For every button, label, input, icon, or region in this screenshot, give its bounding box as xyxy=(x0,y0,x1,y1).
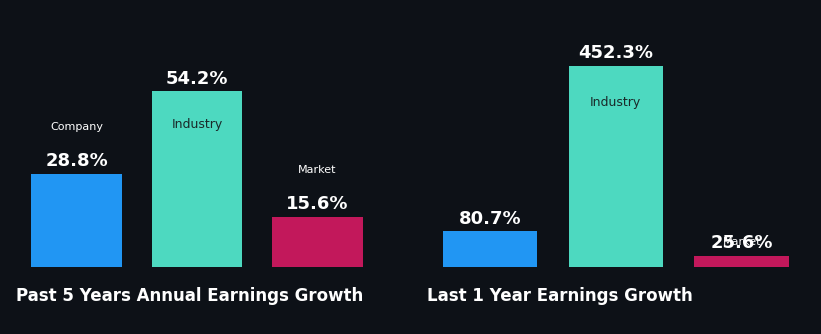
Bar xyxy=(695,256,789,267)
Text: 28.8%: 28.8% xyxy=(45,152,108,170)
Text: 54.2%: 54.2% xyxy=(166,70,228,88)
Text: Company: Company xyxy=(461,237,520,249)
Text: Market: Market xyxy=(722,237,761,247)
Text: Last 1 Year Earnings Growth: Last 1 Year Earnings Growth xyxy=(427,287,693,305)
Bar xyxy=(443,231,537,267)
Text: Industry: Industry xyxy=(172,118,222,131)
Text: 15.6%: 15.6% xyxy=(287,195,349,213)
Bar xyxy=(273,216,363,267)
Bar xyxy=(152,91,242,267)
Text: 80.7%: 80.7% xyxy=(459,210,521,228)
Text: Past 5 Years Annual Earnings Growth: Past 5 Years Annual Earnings Growth xyxy=(16,287,364,305)
Text: Industry: Industry xyxy=(590,96,641,109)
Text: 452.3%: 452.3% xyxy=(578,44,654,62)
Bar xyxy=(31,174,122,267)
Text: 25.6%: 25.6% xyxy=(710,234,773,253)
Text: Market: Market xyxy=(298,165,337,175)
Bar xyxy=(568,66,663,267)
Text: Company: Company xyxy=(50,122,103,132)
